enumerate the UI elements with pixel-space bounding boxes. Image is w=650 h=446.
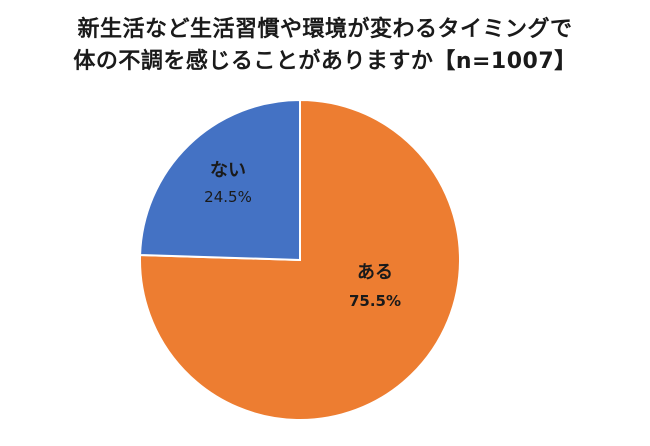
slice-value-nai: 24.5% (204, 188, 252, 206)
chart-title-line2: 体の不調を感じることがありますか【n=1007】 (73, 49, 577, 74)
slice-label-nai: ない (210, 160, 246, 181)
slice-label-aru: ある (357, 262, 393, 283)
chart-title-line1: 新生活など生活習慣や環境が変わるタイミングで (77, 17, 573, 42)
slice-value-aru: 75.5% (349, 292, 401, 310)
chart-title: 新生活など生活習慣や環境が変わるタイミングで 体の不調を感じることがありますか【… (0, 14, 650, 78)
pie-slice-nai (139, 98, 301, 262)
